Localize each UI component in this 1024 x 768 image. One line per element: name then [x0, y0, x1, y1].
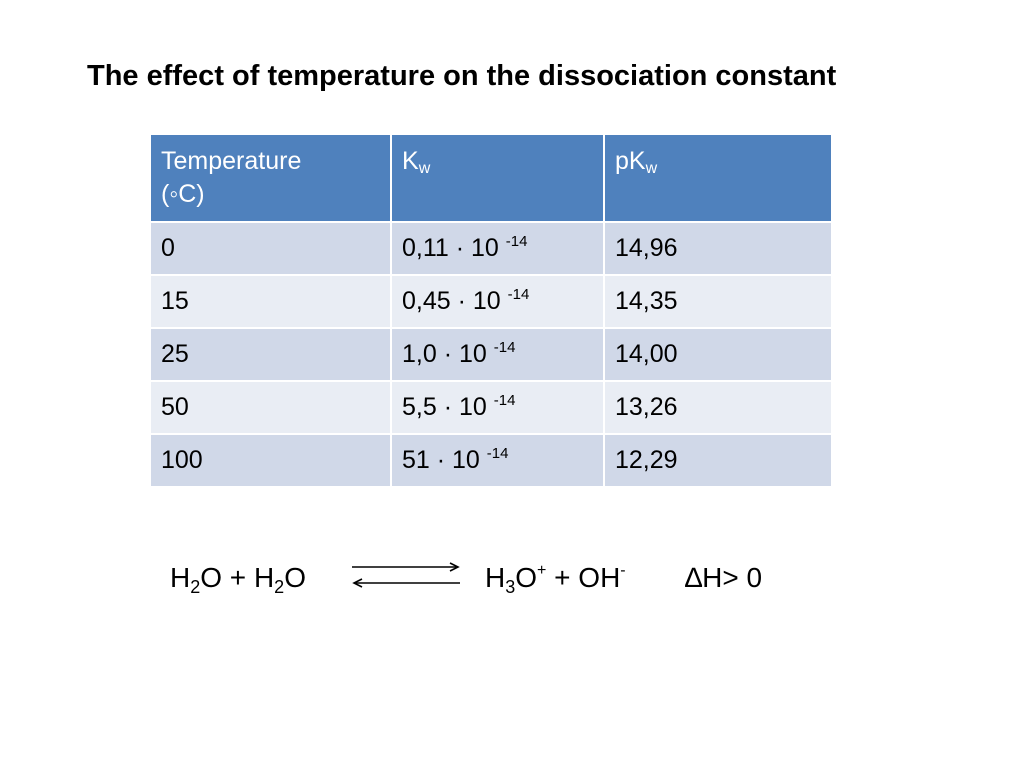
- table-row: 25 1,0 · 10 -14 14,00: [149, 327, 833, 382]
- cell-pkw: 14,96: [603, 221, 833, 276]
- cell-temperature: 25: [149, 327, 392, 382]
- product-o: O: [515, 562, 538, 593]
- slide-title: The effect of temperature on the dissoci…: [87, 60, 837, 92]
- cell-temperature: 15: [149, 274, 392, 329]
- cell-kw-exp: -14: [493, 339, 516, 356]
- header-temperature-line2: (◦C): [161, 180, 205, 208]
- equation-reactants: H2O + H2O: [170, 558, 306, 598]
- equation-products: H3O+ + OH-: [485, 558, 626, 598]
- cell-pkw: 12,29: [603, 433, 833, 488]
- product2-charge: -: [620, 562, 626, 579]
- header-kw-sub: w: [418, 160, 431, 177]
- cell-kw: 0,45 · 10 -14: [390, 274, 605, 329]
- cell-temperature: 100: [149, 433, 392, 488]
- cell-pkw: 14,35: [603, 274, 833, 329]
- cell-kw: 0,11 · 10 -14: [390, 221, 605, 276]
- cell-kw-exp: -14: [486, 445, 509, 462]
- reactant2-o: O: [284, 562, 306, 593]
- header-pkw-sub: w: [645, 160, 658, 177]
- reactant-h: H: [170, 562, 191, 593]
- table-body: 0 0,11 · 10 -14 14,96 15 0,45 · 10 -14 1…: [149, 221, 833, 488]
- header-kw-main: K: [402, 147, 419, 175]
- cell-kw: 5,5 · 10 -14: [390, 380, 605, 435]
- equilibrium-arrows-icon: [352, 562, 460, 588]
- cell-kw-exp: -14: [493, 392, 516, 409]
- cell-kw: 51 · 10 -14: [390, 433, 605, 488]
- table-row: 50 5,5 · 10 -14 13,26: [149, 380, 833, 435]
- cell-kw-base: 5,5 · 10: [402, 393, 487, 421]
- header-kw: Kw: [390, 133, 605, 223]
- header-pkw-main: pK: [615, 147, 646, 175]
- reactant2-sub: 2: [274, 577, 285, 597]
- cell-pkw: 13,26: [603, 380, 833, 435]
- cell-kw-base: 0,11 · 10: [402, 234, 499, 262]
- header-temperature: Temperature (◦C): [149, 133, 392, 223]
- product-h: H: [485, 562, 506, 593]
- reactant-sub: 2: [190, 577, 201, 597]
- reactant-o-plus-h: O + H: [200, 562, 275, 593]
- cell-kw-base: 51 · 10: [402, 446, 480, 474]
- cell-temperature: 0: [149, 221, 392, 276]
- product-oh: + OH: [546, 562, 621, 593]
- table-header: Temperature (◦C) Kw pKw: [149, 133, 833, 223]
- table-row: 0 0,11 · 10 -14 14,96: [149, 221, 833, 276]
- cell-kw-base: 1,0 · 10: [402, 340, 487, 368]
- table-row: 15 0,45 · 10 -14 14,35: [149, 274, 833, 329]
- kw-table: Temperature (◦C) Kw pKw 0 0,11 · 10 -14 …: [149, 133, 833, 488]
- cell-kw-exp: -14: [507, 286, 530, 303]
- product-sub: 3: [505, 577, 516, 597]
- header-row: Temperature (◦C) Kw pKw: [149, 133, 833, 223]
- table-row: 100 51 · 10 -14 12,29: [149, 433, 833, 488]
- enthalpy-label: ∆H> 0: [685, 562, 763, 593]
- header-pkw: pKw: [603, 133, 833, 223]
- cell-temperature: 50: [149, 380, 392, 435]
- header-temperature-line1: Temperature: [161, 147, 302, 175]
- cell-kw-base: 0,45 · 10: [402, 287, 501, 315]
- product-charge: +: [537, 562, 547, 579]
- cell-kw: 1,0 · 10 -14: [390, 327, 605, 382]
- cell-pkw: 14,00: [603, 327, 833, 382]
- cell-kw-exp: -14: [505, 233, 528, 250]
